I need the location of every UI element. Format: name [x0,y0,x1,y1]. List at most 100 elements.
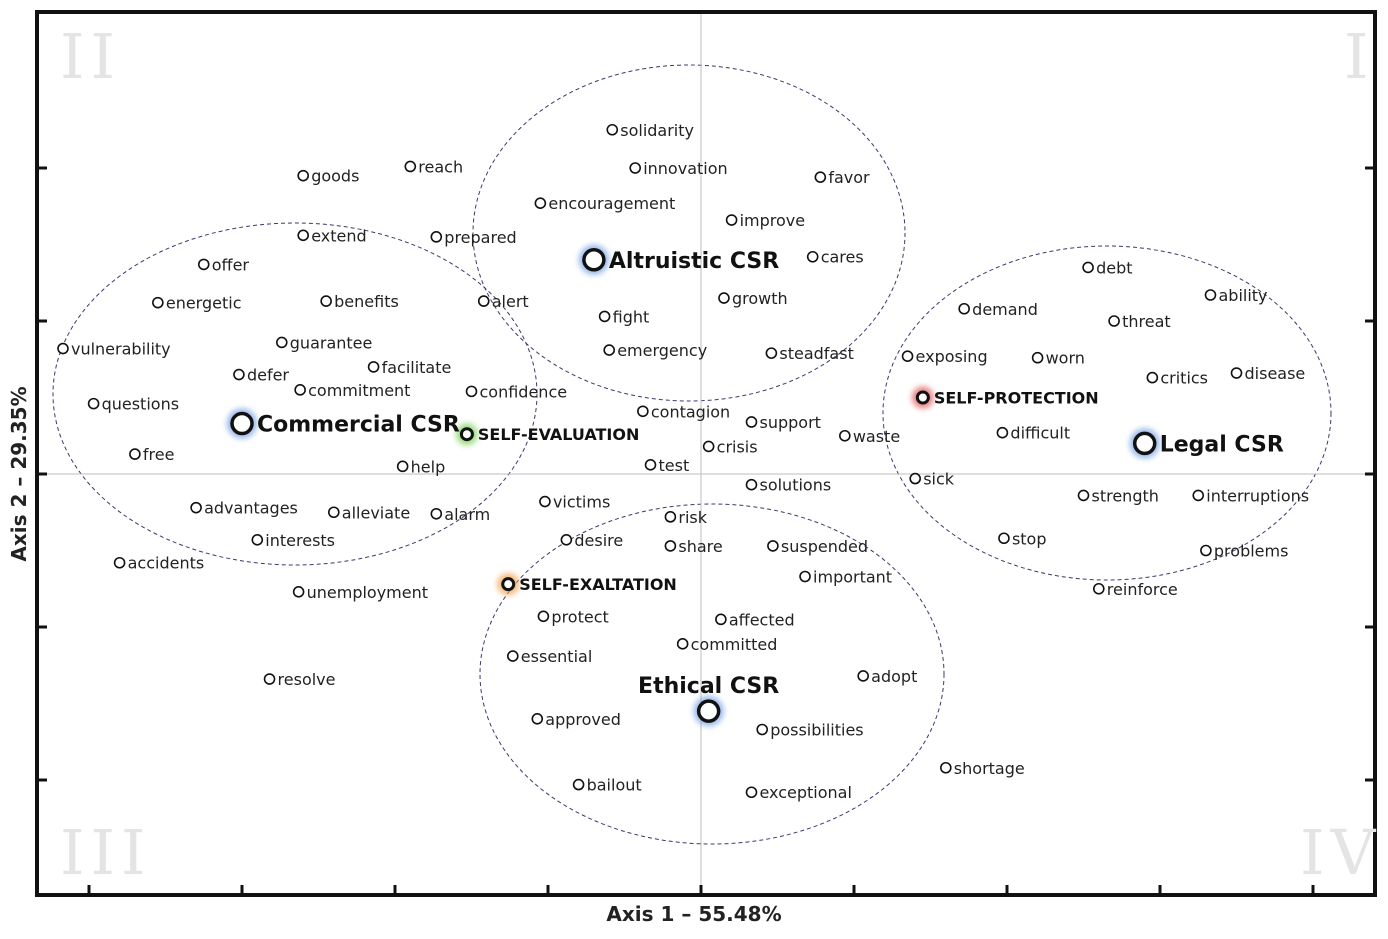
word-label: prepared [444,228,516,247]
word-marker [664,511,677,523]
word-marker [1204,289,1217,301]
word-point: encouragement [534,194,675,213]
word-label: test [659,456,690,475]
word-label: cares [821,248,864,267]
word-marker [603,344,616,356]
word-label: affected [729,610,795,629]
word-point: unemployment [292,583,428,602]
word-label: waste [853,427,900,446]
word-marker [1192,489,1205,502]
word-marker [1146,371,1159,384]
word-point: vulnerability [57,340,171,359]
word-marker [327,506,340,519]
word-point: growth [718,289,788,308]
word-marker [465,385,478,398]
word-label: essential [521,647,592,666]
word-marker [939,761,952,774]
word-label: solutions [759,476,831,495]
word-marker [531,712,544,725]
word-marker [857,670,869,682]
word-label: protect [551,607,608,626]
word-marker [745,786,758,799]
word-marker [799,570,811,583]
word-label: reach [418,157,463,176]
word-marker [715,613,727,626]
word-label: bailout [587,776,642,795]
word-point: alarm [430,505,490,524]
word-label: crisis [717,437,758,456]
word-label: contagion [651,402,730,421]
word-point: fight [598,307,649,326]
group-marker [582,248,606,272]
word-label: risk [678,508,707,527]
word-marker [1093,582,1105,595]
word-label: interests [265,531,335,550]
word-label: shortage [954,759,1025,778]
word-label: disease [1245,364,1306,383]
group-altruistic-csr: Altruistic CSR [578,244,779,275]
word-label: help [411,457,446,476]
word-marker [598,310,611,323]
word-marker [152,296,164,309]
y-axis-label: Axis 2 – 29.35% [7,386,31,562]
word-marker [537,610,550,623]
word-label: encouragement [548,194,675,213]
word-point: possibilities [756,721,864,740]
word-label: alert [492,292,529,311]
word-label: energetic [166,294,242,313]
word-marker [1082,261,1094,274]
word-point: questions [87,395,179,414]
x-axis-label: Axis 1 – 55.48% [606,902,782,926]
word-marker [294,384,306,396]
word-point: prepared [430,228,517,247]
cluster-label: SELF-PROTECTION [934,389,1099,408]
word-point: shortage [939,759,1025,778]
word-label: important [813,568,892,587]
word-marker [702,440,715,453]
word-label: approved [545,710,621,729]
word-marker [197,258,210,271]
word-point: victims [539,493,610,512]
word-label: alarm [444,505,490,524]
word-point: advantages [190,499,298,518]
word-point: interruptions [1192,486,1309,505]
word-point: defer [233,366,289,385]
word-point: solidarity [606,121,694,140]
word-point: resolve [263,670,335,689]
word-label: exposing [916,347,988,366]
word-marker [367,361,380,373]
word-label: committed [691,635,778,654]
word-label: sick [923,470,955,489]
word-marker [190,501,202,514]
marks: solidarity innovation favor encouragement im… [57,121,1309,802]
word-marker [560,533,573,546]
word-point: reach [404,157,463,176]
word-marker [404,160,417,173]
group-marker [696,699,721,723]
word-marker [1230,367,1243,379]
word-point: extend [297,226,367,245]
word-marker [839,429,851,442]
word-label: interruptions [1206,486,1309,505]
word-label: victims [553,493,610,512]
word-marker [129,448,141,460]
word-point: support [745,413,821,432]
word-marker [507,650,519,662]
word-marker [629,162,642,174]
ethical-ellipse [479,503,945,845]
word-point: committed [676,635,778,654]
group-label: Legal CSR [1160,432,1284,457]
word-label: accidents [128,554,205,573]
cluster-marker [915,390,930,405]
cluster-marker [459,427,474,442]
word-marker [477,295,490,307]
word-label: free [143,445,175,464]
word-point: worn [1031,349,1085,368]
word-label: critics [1160,369,1208,388]
word-label: difficult [1010,424,1070,443]
word-label: unemployment [307,583,428,602]
word-point: important [799,568,892,587]
word-marker [814,171,827,183]
word-point: debt [1082,258,1133,277]
word-marker [958,302,970,315]
